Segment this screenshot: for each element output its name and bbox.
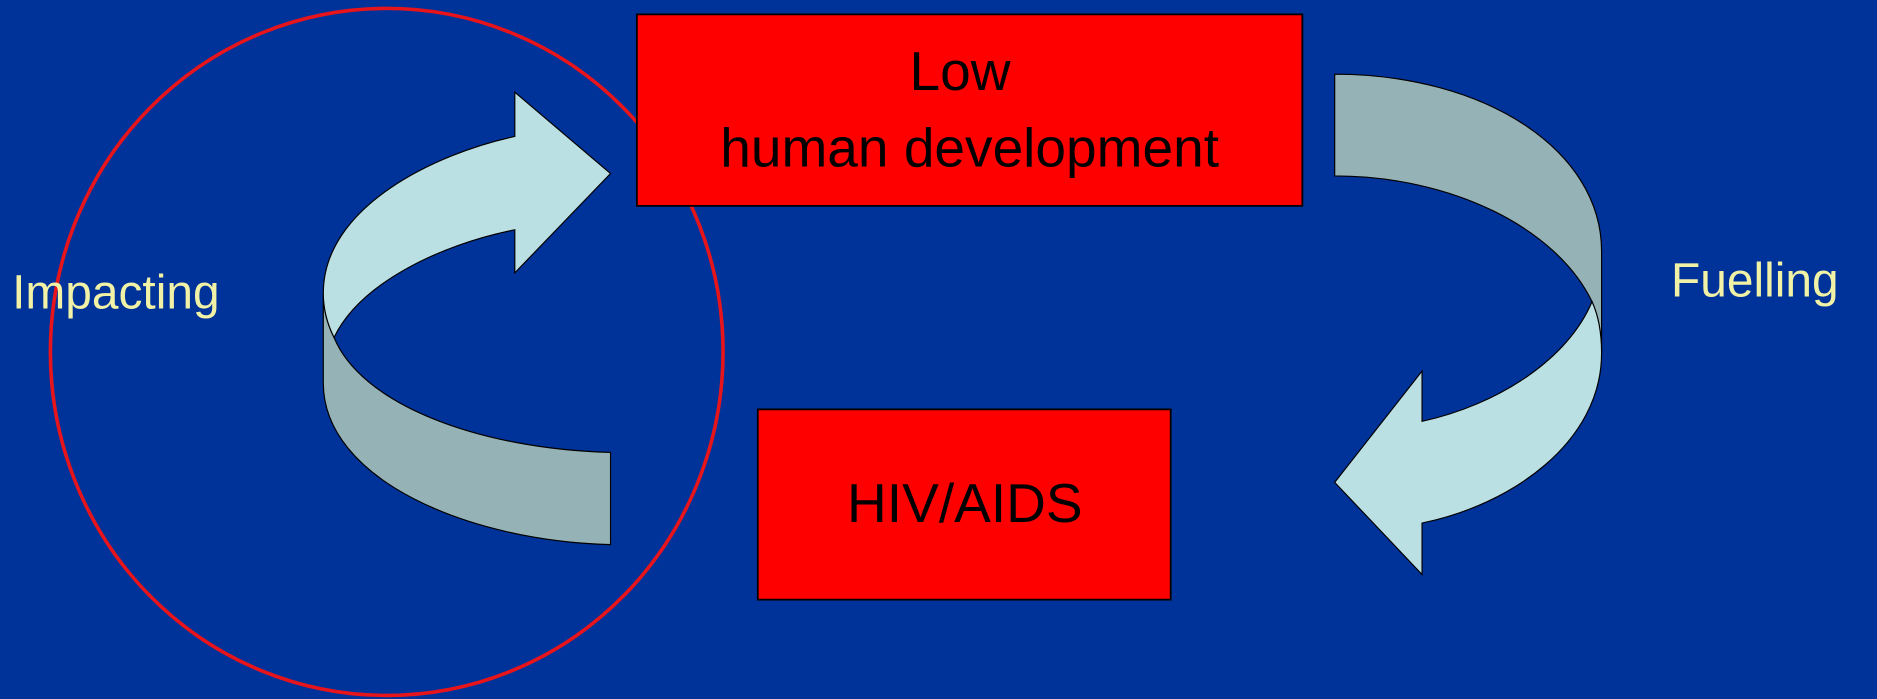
edge-label: Impacting: [12, 266, 220, 319]
node-box: [756, 408, 1172, 601]
highlight-circle: [48, 6, 725, 698]
edge-label: Fuelling: [1671, 254, 1839, 307]
arrow-front: [322, 90, 612, 339]
node-label: HIV/AIDS: [847, 472, 1083, 534]
arrow-front: [1333, 300, 1603, 577]
node-label: Low: [910, 40, 1011, 102]
node-box: [635, 13, 1304, 207]
node-label: human development: [720, 117, 1219, 179]
